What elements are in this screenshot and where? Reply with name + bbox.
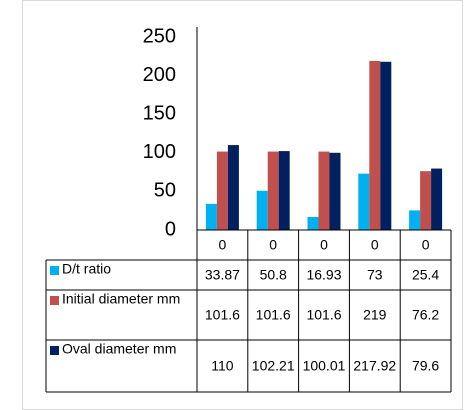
legend-entry: Initial diameter mm [50, 291, 180, 307]
bar [329, 152, 341, 230]
bar [267, 151, 279, 230]
y-tick-label: 250 [143, 25, 176, 47]
bar [431, 168, 443, 230]
x-tick-label: 0 [422, 237, 430, 253]
legend-label: Oval diameter mm [62, 341, 176, 357]
y-tick-label: 50 [154, 180, 176, 202]
y-tick-label: 200 [143, 64, 176, 86]
bar [216, 151, 228, 230]
bar [205, 203, 217, 230]
x-tick-label: 0 [320, 237, 328, 253]
bar [358, 173, 370, 230]
y-tick-label: 0 [165, 218, 176, 240]
table-value: 110 [211, 358, 234, 374]
bar [380, 61, 392, 230]
legend-entry: D/t ratio [50, 261, 111, 277]
x-tick-label: 0 [371, 237, 379, 253]
table-value: 100.01 [303, 358, 346, 374]
y-tick-label: 150 [143, 102, 176, 124]
table-value: 33.87 [205, 267, 240, 283]
bar [318, 151, 330, 230]
legend-key [50, 346, 59, 355]
y-tick-label: 100 [143, 141, 176, 163]
table-value: 25.4 [412, 267, 439, 283]
bar [307, 216, 319, 230]
bar [369, 60, 381, 230]
table-value: 217.92 [353, 358, 396, 374]
table-value: 73 [367, 267, 383, 283]
table-value: 16.93 [306, 267, 341, 283]
table-value: 102.21 [252, 358, 295, 374]
bar [256, 190, 268, 230]
legend-label: D/t ratio [62, 261, 111, 277]
table-value: 79.6 [412, 358, 439, 374]
x-tick-label: 0 [219, 237, 227, 253]
legend-label: Initial diameter mm [62, 291, 180, 307]
table-value: 76.2 [412, 307, 439, 323]
bar [409, 210, 421, 230]
bar [420, 171, 432, 230]
x-tick-label: 0 [269, 237, 277, 253]
legend-key [50, 266, 59, 275]
bar [227, 145, 239, 230]
legend-entry: Oval diameter mm [50, 341, 176, 357]
table-value: 219 [363, 307, 387, 323]
table-value: 101.6 [256, 307, 291, 323]
legend-key [50, 296, 59, 305]
table-value: 50.8 [260, 267, 287, 283]
bar [278, 151, 290, 230]
table-value: 101.6 [205, 307, 240, 323]
table-value: 101.6 [306, 307, 341, 323]
